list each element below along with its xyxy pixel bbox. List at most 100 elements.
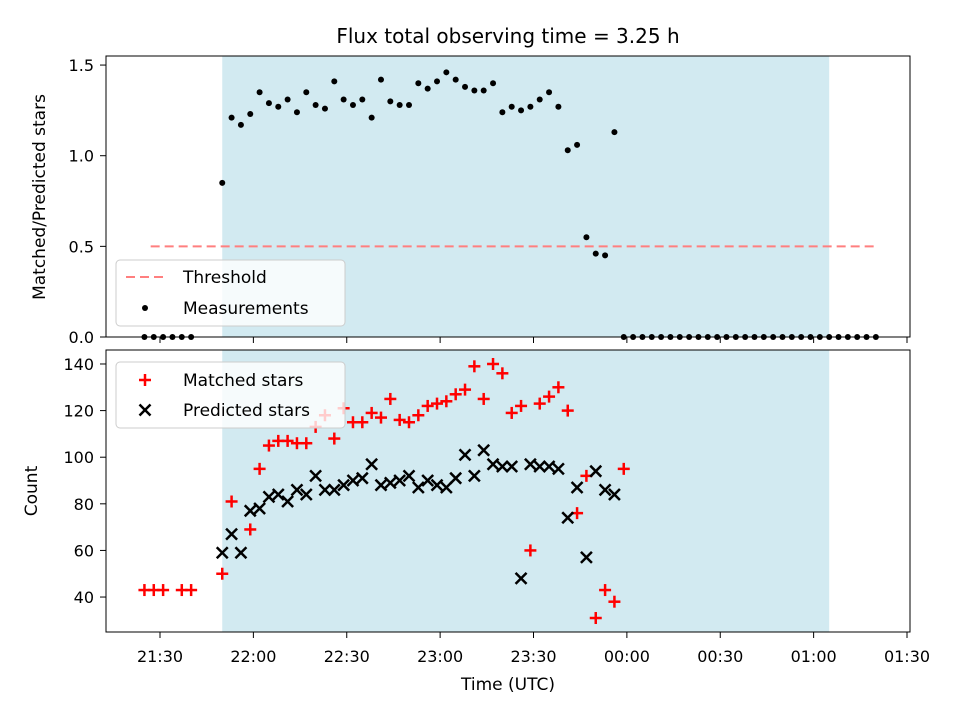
matched-stars-point — [216, 567, 229, 580]
predicted-stars-point — [262, 490, 276, 504]
predicted-stars-point — [458, 448, 472, 462]
legend-matched-swatch — [139, 374, 151, 386]
x-tick-label: 23:30 — [510, 647, 556, 666]
predicted-stars-point — [253, 502, 266, 515]
predicted-stars-point — [421, 474, 435, 487]
predicted-stars-point — [598, 483, 612, 497]
matched-stars-point — [281, 434, 294, 447]
predicted-stars-point — [439, 481, 453, 494]
ratio-marks — [141, 69, 879, 340]
predicted-stars-point — [402, 469, 416, 483]
measurement-point — [499, 109, 506, 116]
matched-stars-point — [543, 390, 556, 403]
measurement-point — [237, 121, 244, 128]
measurement-point — [462, 83, 469, 90]
matched-stars-point — [393, 413, 406, 426]
measurement-point — [275, 103, 282, 110]
legend-predicted-swatch — [138, 403, 152, 417]
matched-stars-point — [403, 416, 415, 429]
count-y-ticks: 40 60 80 100 120 140 — [63, 355, 106, 607]
predicted-stars-point — [393, 474, 407, 487]
predicted-stars-point — [346, 474, 360, 487]
matched-stars-point — [374, 411, 387, 424]
measurement-point — [368, 114, 375, 121]
predicted-stars-point — [608, 488, 621, 501]
measurement-point — [349, 101, 356, 108]
y-tick-label: 80 — [74, 495, 94, 514]
x-tick-label: 22:30 — [324, 647, 370, 666]
measurement-point — [359, 96, 366, 103]
predicted-stars-point — [533, 460, 547, 473]
matched-stars-point — [421, 399, 434, 412]
matched-stars-point — [185, 584, 198, 597]
predicted-stars-point — [467, 469, 481, 483]
ratio-panel: 0.0 0.5 1.0 1.5 Matched/Predicted stars Thr… — [30, 55, 911, 347]
predicted-stars-point — [337, 478, 351, 492]
predicted-stars-point — [215, 546, 229, 560]
matched-stars-point — [561, 404, 574, 417]
predicted-stars-point — [243, 504, 257, 518]
x-tick-label: 00:30 — [697, 647, 743, 666]
measurement-point — [527, 103, 534, 110]
matched-stars-point — [477, 392, 490, 405]
y-tick-label: 60 — [74, 541, 94, 560]
matched-stars-point — [244, 523, 257, 536]
measurement-point — [583, 234, 590, 241]
count-y-axis-label: Count — [22, 465, 42, 516]
measurement-point — [480, 87, 487, 94]
measurement-point — [564, 147, 571, 154]
measurement-point — [396, 101, 403, 108]
matched-stars-point — [440, 395, 453, 408]
measurement-point — [518, 107, 525, 114]
matched-stars-point — [328, 432, 341, 445]
predicted-stars-point — [495, 460, 509, 473]
predicted-stars-point — [570, 481, 584, 494]
y-tick-label: 1.0 — [69, 147, 94, 166]
matched-stars-point — [524, 544, 537, 557]
predicted-stars-point — [374, 478, 388, 492]
predicted-stars-point — [327, 483, 341, 497]
predicted-stars-point — [505, 460, 519, 473]
measurement-point — [574, 141, 581, 148]
predicted-stars-point — [542, 460, 556, 473]
matched-stars-point — [253, 462, 266, 475]
matched-stars-point — [412, 409, 425, 422]
x-tick-label: 00:00 — [604, 647, 650, 666]
measurement-point — [415, 80, 422, 87]
x-tick-label: 01:00 — [791, 647, 837, 666]
predicted-stars-point — [580, 551, 593, 564]
matched-stars-point — [533, 397, 546, 410]
measurement-point — [256, 89, 263, 96]
predicted-stars-point — [355, 471, 369, 485]
measurement-point — [536, 96, 543, 103]
predicted-stars-point — [561, 511, 575, 525]
measurement-point — [611, 129, 618, 136]
predicted-stars-point — [514, 572, 528, 585]
figure-title: Flux total observing time = 3.25 h — [336, 24, 679, 48]
count-panel: 40 60 80 100 120 140 21:30 22:00 22:30 23:00 23:3… — [22, 349, 930, 695]
x-tick-label: 22:00 — [230, 647, 276, 666]
legend-measurements-label: Measurements — [183, 299, 309, 319]
ratio-legend: Threshold Measurements — [115, 259, 346, 327]
measurement-point — [387, 98, 394, 105]
y-tick-label: 0.0 — [69, 328, 94, 347]
matched-stars-point — [431, 397, 444, 410]
predicted-stars-point — [589, 464, 603, 478]
measurement-point — [340, 96, 347, 103]
matched-stars-point — [157, 584, 170, 597]
predicted-stars-point — [299, 488, 313, 501]
matched-stars-point — [589, 612, 602, 625]
x-tick-label: 21:30 — [137, 647, 183, 666]
measurement-point — [284, 96, 291, 103]
predicted-stars-point — [486, 457, 500, 471]
measurement-point — [247, 111, 254, 118]
predicted-stars-point — [411, 481, 425, 494]
x-tick-label: 01:30 — [884, 647, 930, 666]
measurement-point — [265, 100, 272, 107]
x-axis-label: Time (UTC) — [460, 675, 555, 695]
matched-stars-point — [599, 584, 612, 597]
predicted-stars-point — [281, 495, 294, 508]
measurement-point — [219, 179, 226, 186]
y-tick-label: 40 — [74, 588, 94, 607]
